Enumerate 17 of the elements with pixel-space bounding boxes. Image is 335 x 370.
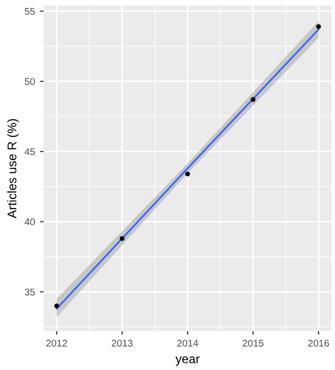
point (316, 24, 321, 29)
x-axis-title: year (175, 356, 200, 366)
y-tick-label: 40 (24, 218, 35, 226)
point (120, 236, 125, 241)
x-tick-label: 2014 (177, 340, 198, 347)
y-tick-label: 35 (24, 288, 35, 296)
x-tick-label: 2016 (308, 340, 329, 347)
point (54, 303, 60, 308)
x-tick-label: 2015 (242, 340, 264, 347)
y-tick-label: 50 (24, 78, 35, 85)
y-tick-label: 45 (24, 148, 35, 156)
y-tick-label: 55 (24, 8, 35, 15)
x-tick-label: 2012 (46, 340, 67, 347)
x-tick-label: 2013 (112, 340, 133, 347)
point (185, 172, 190, 176)
point (250, 97, 256, 102)
y-axis-title: Articles use R (%) (7, 119, 19, 218)
